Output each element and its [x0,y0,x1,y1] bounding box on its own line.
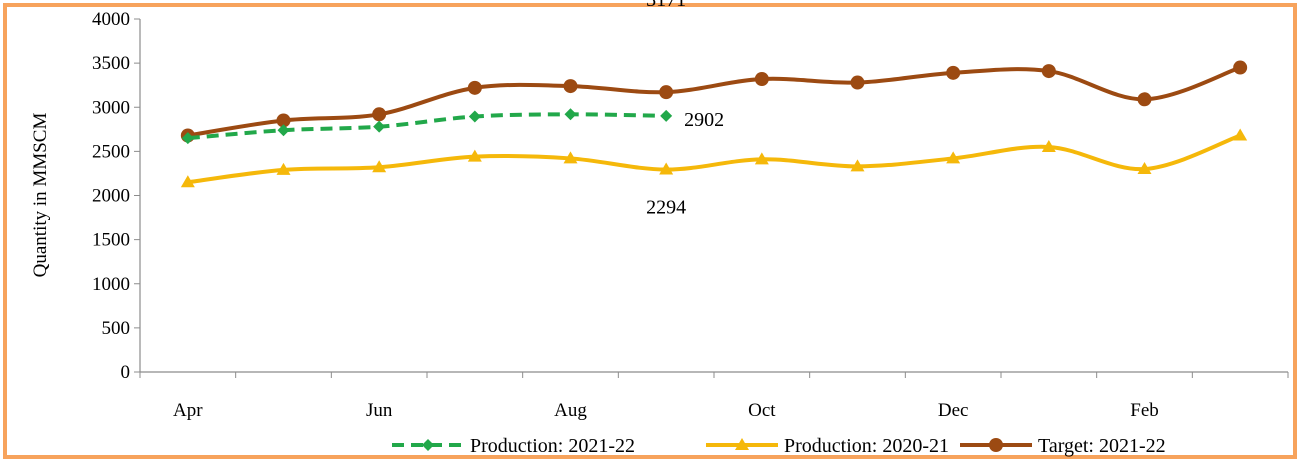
x-tick-label: Oct [748,400,776,421]
series-line [187,133,1241,185]
data-point [1041,64,1056,79]
data-point [468,110,481,123]
x-tick-label: Jun [366,400,393,421]
annotations: 3171 2902 2294 [646,0,724,219]
data-point [1233,60,1248,75]
x-tick-label: Dec [938,400,969,421]
data-point [372,107,387,122]
series-2 [180,60,1248,143]
data-point [946,151,961,164]
data-point [1137,92,1152,107]
data-point [659,85,674,100]
data-label: 3171 [646,0,686,11]
data-point [850,159,865,172]
data-point [1137,162,1152,175]
legend-marker [422,439,434,451]
data-point [564,108,577,121]
data-label: 2902 [684,109,724,131]
data-point [660,109,673,122]
legend-item: Target: 2021-22 [960,435,1166,457]
y-tick-label: 500 [102,318,131,339]
legend-label: Production: 2021-22 [470,435,635,457]
data-label: 2294 [646,197,686,219]
legend-label: Target: 2021-22 [1038,435,1166,457]
legend-item: Production: 2021-22 [392,435,635,457]
data-point [946,65,961,80]
series-1 [180,128,1248,188]
x-tick-label: Apr [173,400,203,421]
data-point [467,149,482,162]
data-point [276,162,291,175]
data-point [1041,139,1056,152]
data-point [563,151,578,164]
y-tick-label: 3000 [92,97,130,118]
legend-marker [735,438,749,450]
legend-label: Production: 2020-21 [784,435,949,457]
data-point [467,80,482,95]
y-tick-label: 1000 [92,274,130,295]
data-point [850,75,865,90]
data-point [277,124,290,137]
series-0 [181,108,673,145]
data-point [659,162,674,175]
legend-marker [989,438,1003,452]
series-layer [180,60,1248,188]
y-tick-label: 3500 [92,53,130,74]
y-tick-label: 1500 [92,230,130,251]
y-tick-label: 2000 [92,186,130,207]
data-point [276,113,291,128]
y-tick-label: 4000 [92,9,130,30]
data-point [1233,128,1248,141]
data-point [373,120,386,133]
series-line [187,112,667,141]
data-point [754,152,769,165]
legend: Production: 2021-22 Production: 2020-21 Ta… [392,435,1166,457]
axes: 0 500 1000 1500 2000 2500 3000 3500 4000 Apr Jun Au… [92,9,1289,421]
data-point [180,175,195,188]
x-tick-label: Feb [1130,400,1159,421]
y-tick-label: 2500 [92,141,130,162]
data-point [181,132,194,145]
data-point [372,160,387,173]
legend-item: Production: 2020-21 [706,435,949,457]
y-tick-label: 0 [121,362,131,383]
data-point [754,72,769,87]
x-tick-label: Aug [554,400,587,421]
data-point [563,79,578,94]
y-axis-label: Quantity in MMSCM [30,113,51,278]
